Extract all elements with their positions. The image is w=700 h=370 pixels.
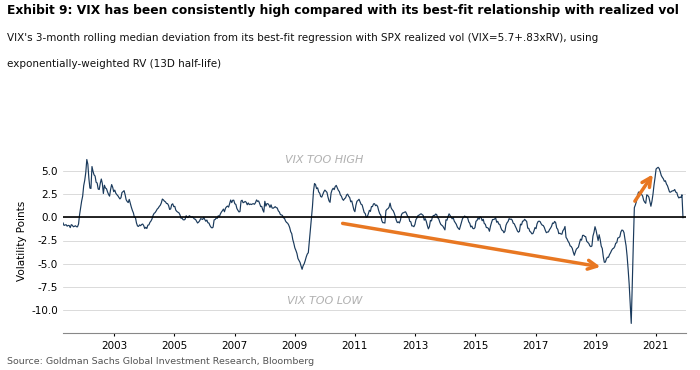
Text: VIX TOO HIGH: VIX TOO HIGH [286,155,364,165]
Y-axis label: Volatility Points: Volatility Points [18,201,27,280]
Text: exponentially-weighted RV (13D half-life): exponentially-weighted RV (13D half-life… [7,59,221,69]
Text: Source: Goldman Sachs Global Investment Research, Bloomberg: Source: Goldman Sachs Global Investment … [7,357,314,366]
Text: VIX TOO LOW: VIX TOO LOW [287,296,363,306]
Text: VIX's 3-month rolling median deviation from its best-fit regression with SPX rea: VIX's 3-month rolling median deviation f… [7,33,598,43]
Text: Exhibit 9: VIX has been consistently high compared with its best-fit relationshi: Exhibit 9: VIX has been consistently hig… [7,4,679,17]
